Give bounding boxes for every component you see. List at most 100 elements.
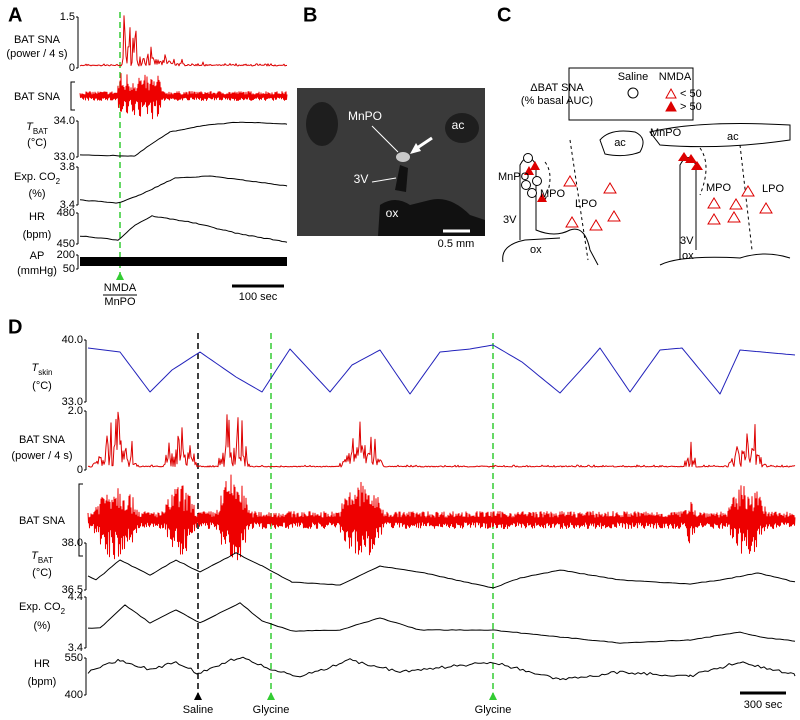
row-unit: (bpm) bbox=[28, 676, 57, 688]
trace bbox=[87, 344, 796, 395]
nmda-site bbox=[565, 216, 579, 228]
legend-symbol bbox=[627, 87, 639, 99]
nmda-site bbox=[530, 161, 540, 170]
event-marker bbox=[267, 692, 275, 700]
micrograph-feature bbox=[395, 165, 408, 192]
tick-label: 2.0 bbox=[68, 405, 83, 417]
tick-label: 480 bbox=[57, 207, 75, 219]
trace bbox=[79, 121, 288, 157]
scale-bar-label: 100 sec bbox=[239, 291, 278, 303]
region-label: MnPO bbox=[498, 171, 530, 183]
micrograph-feature bbox=[378, 199, 485, 236]
row-label: BAT SNA bbox=[14, 91, 61, 103]
tick-label: 400 bbox=[65, 689, 83, 701]
row-label: Tskin bbox=[32, 362, 53, 377]
tick-label: 50 bbox=[63, 263, 75, 275]
row-label-name: Exp. CO bbox=[19, 601, 61, 613]
tick-label: 33.0 bbox=[54, 151, 75, 163]
tick-label: 1.5 bbox=[60, 11, 75, 23]
tick-label: 3.4 bbox=[68, 642, 83, 654]
row-label-sub: BAT bbox=[33, 127, 48, 136]
row-unit: (bpm) bbox=[23, 229, 52, 241]
nmda-site bbox=[563, 175, 577, 187]
legend-column: Saline bbox=[618, 71, 649, 83]
trace bbox=[79, 215, 288, 243]
row-label: TBAT bbox=[31, 550, 53, 565]
tick-label: 36.5 bbox=[62, 584, 83, 596]
nmda-site bbox=[537, 193, 547, 202]
row-label: BAT SNA bbox=[14, 34, 61, 46]
nmda-site bbox=[707, 197, 721, 209]
region-label: ox bbox=[682, 250, 694, 262]
trace bbox=[87, 552, 796, 589]
nmda-site bbox=[607, 210, 621, 222]
cell-symbols bbox=[521, 152, 773, 231]
row-label-name: T bbox=[32, 362, 40, 374]
event-label: Glycine bbox=[475, 704, 512, 716]
region-label: MPO bbox=[706, 182, 732, 194]
tick-label: 38.0 bbox=[62, 537, 83, 549]
trace bbox=[79, 15, 288, 67]
region-label: 3V bbox=[503, 214, 517, 226]
trace bbox=[87, 602, 796, 644]
nmda-site bbox=[589, 219, 603, 231]
region-label: MnPO bbox=[348, 109, 382, 123]
row-unit: (mmHg) bbox=[17, 265, 57, 277]
section-outline bbox=[502, 123, 791, 266]
row-label: BAT SNA bbox=[19, 515, 66, 527]
event-label: Glycine bbox=[253, 704, 290, 716]
row-label: Exp. CO2 bbox=[19, 601, 66, 616]
row-unit: (power / 4 s) bbox=[6, 48, 67, 60]
row-label-name: T bbox=[26, 121, 34, 133]
trace bbox=[87, 411, 796, 468]
region-label: ac bbox=[614, 137, 626, 149]
tick-label: 33.0 bbox=[62, 396, 83, 408]
panel-label: D bbox=[8, 316, 22, 338]
micrograph-feature bbox=[445, 113, 479, 143]
row-label: HR bbox=[29, 211, 45, 223]
region-label: ox bbox=[386, 206, 399, 220]
legend-box bbox=[568, 67, 694, 121]
row-unit: (%) bbox=[33, 620, 50, 632]
region-label: 3V bbox=[354, 172, 369, 186]
nmda-site bbox=[678, 152, 690, 161]
micrograph-feature bbox=[306, 102, 338, 146]
tick-label: 550 bbox=[65, 652, 83, 664]
tick-label: 200 bbox=[57, 249, 75, 261]
row-label-name: Exp. CO bbox=[14, 171, 56, 183]
legend-title: ΔBAT SNA bbox=[530, 82, 584, 94]
tick-label: 40.0 bbox=[62, 334, 83, 346]
event-marker bbox=[489, 692, 497, 700]
bracket bbox=[70, 81, 75, 111]
nmda-site bbox=[524, 166, 534, 175]
row-label-sub: BAT bbox=[38, 556, 53, 565]
row-label: AP bbox=[30, 250, 45, 262]
pointer bbox=[371, 125, 399, 153]
tick-label: 4.4 bbox=[68, 591, 83, 603]
tick-label: 0 bbox=[77, 464, 83, 476]
region-label: ac bbox=[452, 118, 465, 132]
trace bbox=[79, 73, 288, 120]
tick-label: 3.8 bbox=[60, 161, 75, 173]
nmda-site bbox=[685, 154, 697, 163]
stimulus-site: MnPO bbox=[104, 296, 136, 308]
panel-label: B bbox=[303, 4, 317, 26]
row-unit: (°C) bbox=[32, 380, 52, 392]
region-label: ox bbox=[530, 244, 542, 256]
row-label-sub: 2 bbox=[56, 177, 61, 186]
trace bbox=[87, 656, 796, 681]
ap-band bbox=[80, 257, 287, 266]
row-label: BAT SNA bbox=[19, 434, 66, 446]
stimulus-drug: NMDA bbox=[104, 282, 137, 294]
scale-bar-label: 0.5 mm bbox=[438, 238, 475, 250]
event-label: Saline bbox=[183, 704, 214, 716]
region-label: LPO bbox=[762, 183, 784, 195]
row-unit: (°C) bbox=[27, 137, 47, 149]
panel-label: C bbox=[497, 4, 511, 26]
panel-label: A bbox=[8, 4, 22, 26]
nmda-site bbox=[707, 213, 721, 225]
trace bbox=[79, 175, 288, 204]
nmda-site bbox=[741, 185, 755, 197]
event-marker bbox=[194, 692, 202, 700]
